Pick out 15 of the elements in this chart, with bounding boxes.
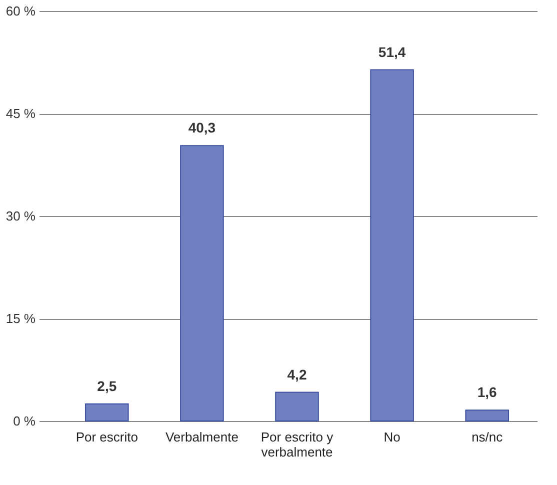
data-label: 40,3 — [188, 120, 216, 136]
data-label: 2,5 — [97, 378, 117, 394]
y-tick-label: 15 % — [6, 311, 36, 326]
x-tick-label: Por escrito y verbalmente — [260, 430, 334, 460]
y-tick-label: 45 % — [6, 106, 36, 121]
data-label: 1,6 — [477, 384, 498, 400]
x-tick-label: ns/nc — [472, 430, 504, 444]
x-tick-label: Por escrito — [76, 430, 138, 444]
y-tick-label: 60 % — [6, 4, 36, 18]
y-tick-label: 0 % — [13, 414, 36, 428]
data-label: 51,4 — [378, 44, 406, 60]
data-label: 4,2 — [287, 366, 307, 382]
y-tick-label: 30 % — [6, 208, 36, 224]
x-tick-label: Verbalmente — [165, 430, 238, 444]
x-tick-label: No — [384, 430, 400, 444]
